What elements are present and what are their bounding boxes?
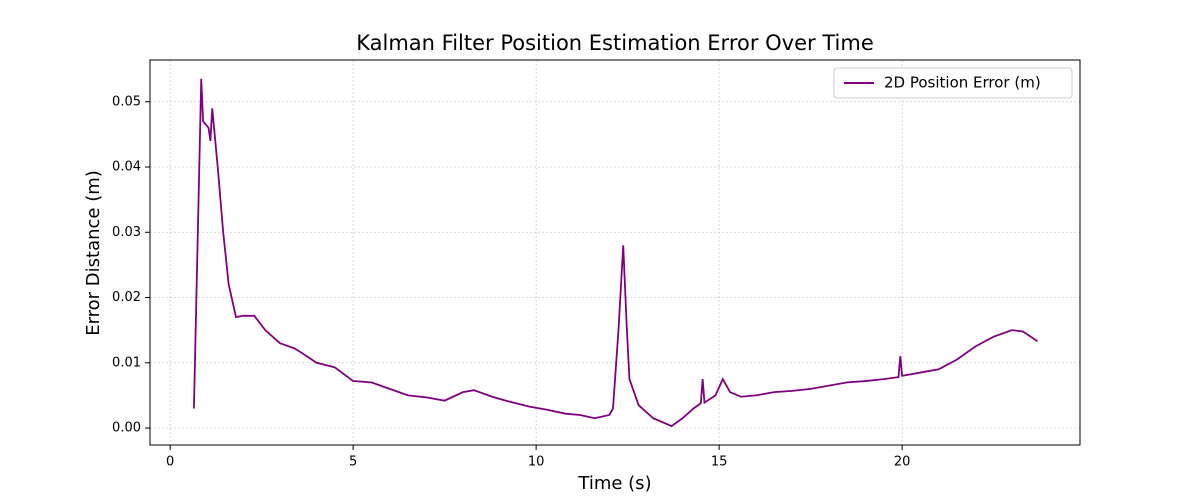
y-tick-label: 0.04 [112,160,141,175]
y-tick-label: 0.02 [112,290,141,305]
y-tick-label: 0.03 [112,225,141,240]
x-tick-label: 10 [528,455,545,470]
y-tick-label: 0.00 [112,421,141,436]
x-tick-label: 20 [894,455,911,470]
x-tick-label: 15 [711,455,728,470]
legend-box [833,67,1073,99]
x-axis-label: Time (s) [577,473,651,494]
plot-frame [149,59,1081,446]
y-tick-label: 0.05 [112,94,141,109]
x-tick-label: 0 [166,455,174,470]
data-line [193,78,1039,428]
chart-title: Kalman Filter Position Estimation Error … [356,31,873,55]
y-axis-label: Error Distance (m) [83,170,104,336]
legend-label: 2D Position Error (m) [884,74,1041,92]
x-tick-label: 5 [349,455,357,470]
y-tick-label: 0.01 [112,355,141,370]
